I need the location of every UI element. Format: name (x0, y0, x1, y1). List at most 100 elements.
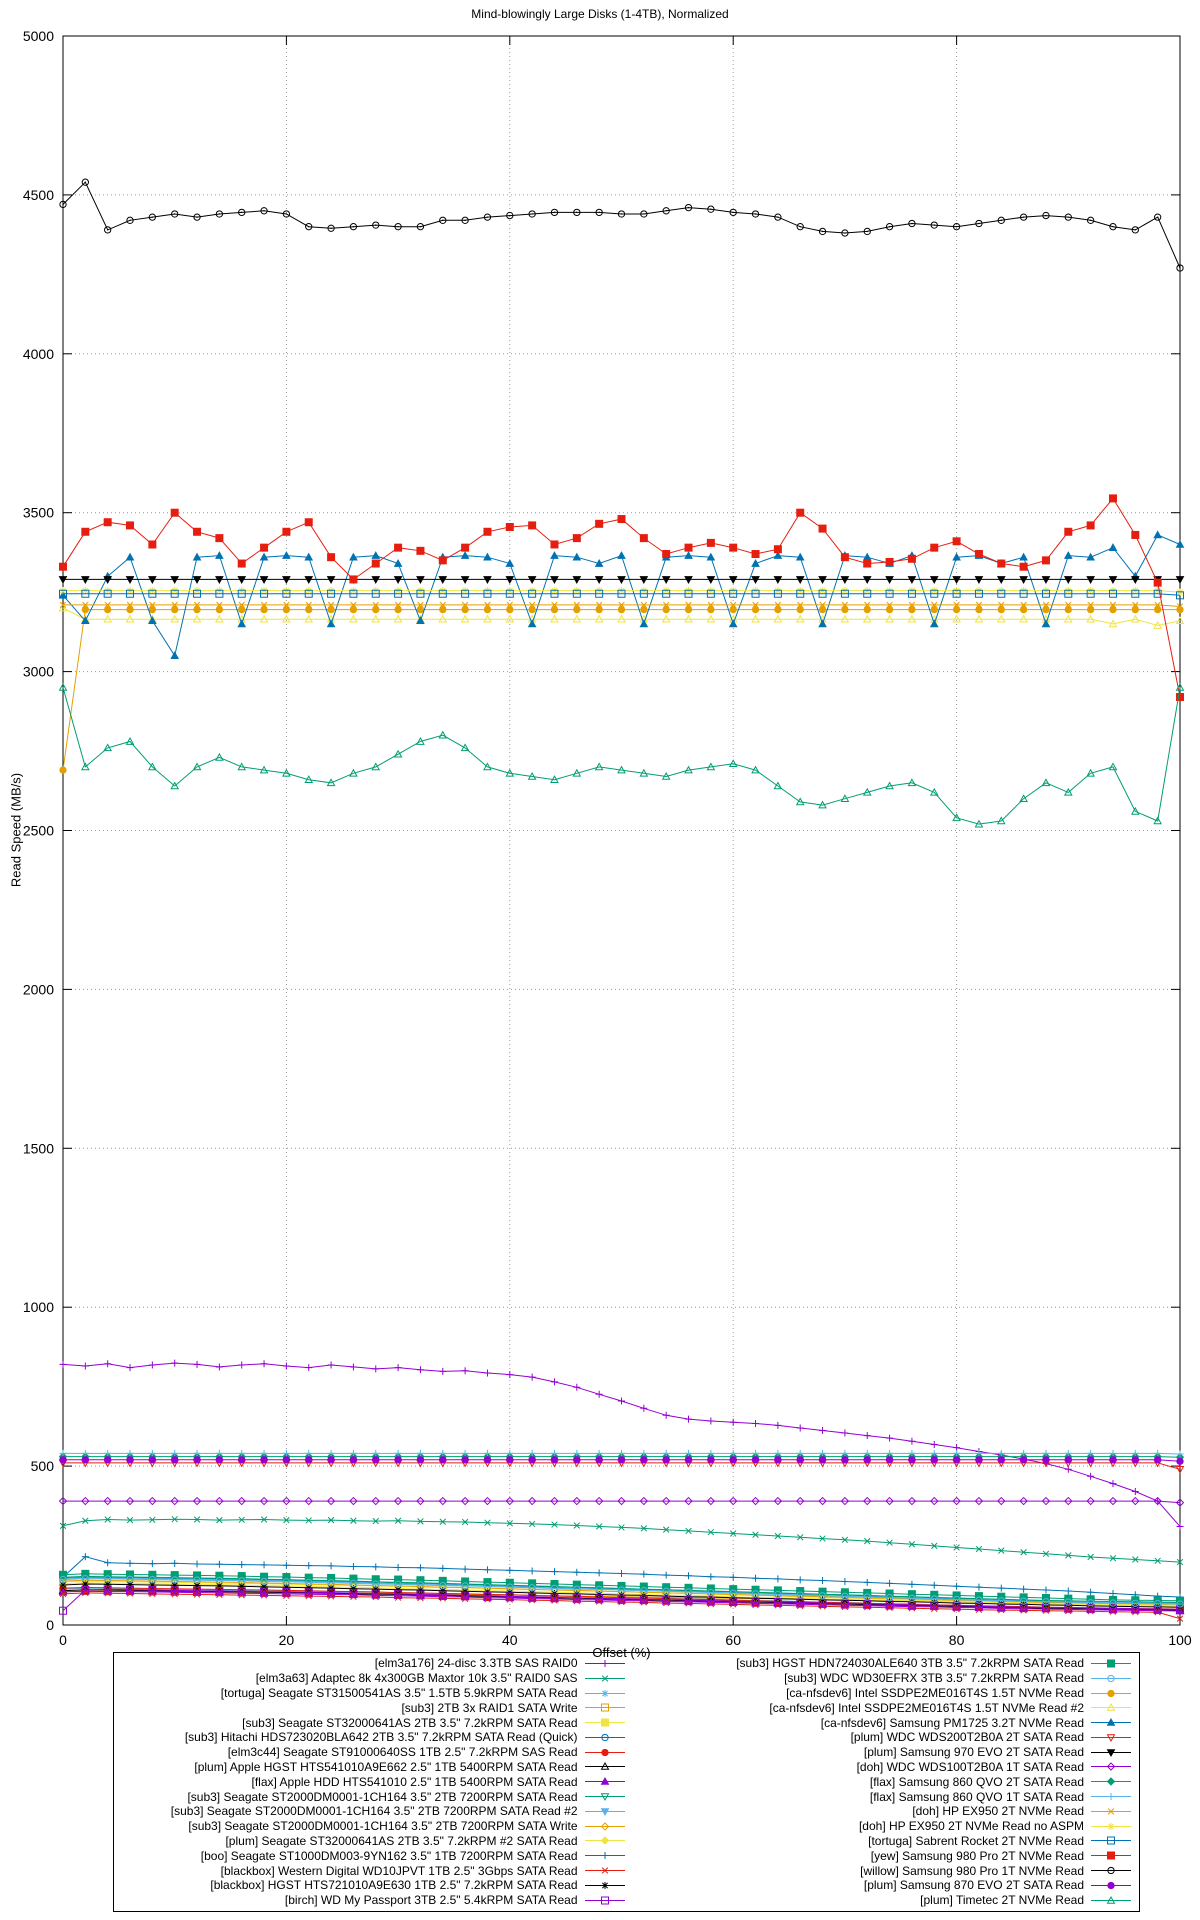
marker-square-f (416, 1576, 425, 1585)
marker-diamond (259, 1496, 269, 1506)
marker-circle (796, 1591, 804, 1599)
marker-circle-f (975, 1456, 983, 1464)
marker-circle (171, 1576, 179, 1584)
marker-tri-down-f (617, 576, 626, 584)
marker-plus (841, 1577, 849, 1585)
marker-plus (1042, 1449, 1050, 1457)
marker-cross (1087, 601, 1094, 609)
marker-tri-up-f (393, 559, 403, 567)
marker-diamond (170, 1496, 179, 1506)
marker-plus (685, 1572, 693, 1580)
marker-circle-f (662, 605, 670, 614)
marker-circle-f (1042, 1456, 1050, 1464)
marker-tri-up (1041, 778, 1051, 787)
marker-circle-f (684, 605, 693, 614)
marker-plus (148, 1449, 156, 1457)
marker-tri-up-f (795, 552, 805, 561)
legend-row: [birch] WD My Passport 3TB 2.5" 5.4kRPM … (120, 1893, 627, 1908)
marker-circle-f (1154, 605, 1162, 614)
xtick-label: 40 (502, 1632, 518, 1648)
marker-circle-f (729, 1456, 737, 1464)
legend-label: [blackbox] Western Digital WD10JPVT 1TB … (220, 1863, 578, 1878)
legend-sample (1091, 1734, 1131, 1742)
legend-label: [boo] Seagate ST1000DM003-9YN162 3.5" 1T… (200, 1848, 578, 1863)
marker-tri-up-f (125, 552, 135, 561)
marker-circle-f (81, 605, 89, 614)
marker-square (1086, 589, 1095, 598)
marker-tri-down-f (952, 576, 961, 584)
marker-plus (260, 1561, 268, 1569)
marker-plus (372, 1449, 380, 1457)
legend-row: [flax] Samsung 860 QVO 1T SATA Read (627, 1789, 1134, 1804)
marker-circle (148, 1575, 157, 1584)
marker-circle-dot (106, 1578, 109, 1580)
legend-row: [blackbox] HGST HTS721010A9E630 1TB 2.5"… (120, 1878, 627, 1893)
marker-diamond (1175, 1498, 1185, 1507)
plot-border (62, 35, 1181, 1626)
marker-diamond (1108, 1496, 1118, 1506)
marker-plus (1042, 1586, 1050, 1594)
marker-plus (305, 1449, 313, 1457)
marker-circle (707, 205, 715, 213)
marker-plus (461, 1449, 469, 1457)
marker-plus (595, 1569, 603, 1577)
marker-circle-dot (598, 1588, 600, 1591)
xtick-label: 0 (59, 1632, 67, 1648)
marker-circle-dot (486, 1585, 489, 1588)
legend-label: [elm3a176] 24-disc 3.3TB SAS RAID0 (374, 1656, 578, 1671)
marker-plus (997, 1584, 1005, 1592)
marker-tri-down (1175, 1465, 1185, 1474)
marker-square (773, 589, 782, 598)
marker-tri-up (1175, 616, 1185, 625)
marker-tri-down-f (416, 576, 425, 584)
marker-tri-up-f (282, 551, 291, 559)
marker-plus (506, 1371, 514, 1379)
legend-sample (584, 1718, 625, 1727)
marker-cross (886, 601, 893, 609)
marker-cross (350, 601, 357, 609)
marker-tri-down-f (103, 576, 113, 584)
marker-circle (349, 1579, 358, 1588)
marker-square (595, 589, 604, 598)
marker-circle (1109, 223, 1117, 231)
marker-asterisk (104, 1580, 112, 1588)
marker-cross (551, 601, 558, 609)
marker-tri-down-f (192, 576, 202, 584)
legend-row: [doh] HP EX950 2T NVMe Read no ASPM (627, 1819, 1134, 1834)
marker-circle (1086, 216, 1095, 224)
legend-row: [tortuga] Sabrent Rocket 2T NVMe Read (627, 1834, 1134, 1849)
marker-tri-up (371, 762, 381, 771)
marker-cross (975, 601, 983, 609)
marker-circle (1154, 213, 1162, 221)
legend-row: [yew] Samsung 980 Pro 2T NVMe Read (627, 1848, 1134, 1863)
series-32 (59, 1456, 1184, 1465)
marker-square-f (260, 1572, 269, 1581)
series-line (62, 1362, 1181, 1527)
marker-tri-down-f (594, 576, 604, 584)
marker-circle-f (461, 1456, 469, 1464)
marker-circle (1107, 1674, 1115, 1682)
marker-plus (1107, 1793, 1115, 1801)
marker-tri-up (885, 614, 894, 623)
marker-circle-dot (531, 213, 533, 215)
marker-tri-up (907, 778, 917, 787)
marker-square (1064, 589, 1073, 598)
marker-asterisk (461, 1587, 469, 1595)
marker-tri-up-f (706, 552, 716, 561)
marker-circle (81, 1574, 89, 1583)
marker-plus (618, 1570, 625, 1578)
legend-label: [doh] HP EX950 2T NVMe Read no ASPM (858, 1819, 1084, 1834)
marker-cross (305, 1517, 312, 1524)
marker-tri-down-f (1041, 576, 1051, 584)
marker-tri-up (773, 614, 783, 623)
legend-row: [flax] Samsung 860 QVO 2T SATA Read (627, 1774, 1134, 1789)
marker-plus (305, 1364, 313, 1372)
marker-cross (484, 601, 491, 609)
marker-cross (506, 1520, 514, 1527)
marker-tri-up (639, 768, 649, 777)
marker-cross (260, 1516, 268, 1523)
marker-plus (550, 1378, 558, 1386)
marker-circle-dot (866, 1596, 868, 1598)
marker-plus (573, 1568, 581, 1576)
marker-asterisk (372, 1585, 380, 1593)
